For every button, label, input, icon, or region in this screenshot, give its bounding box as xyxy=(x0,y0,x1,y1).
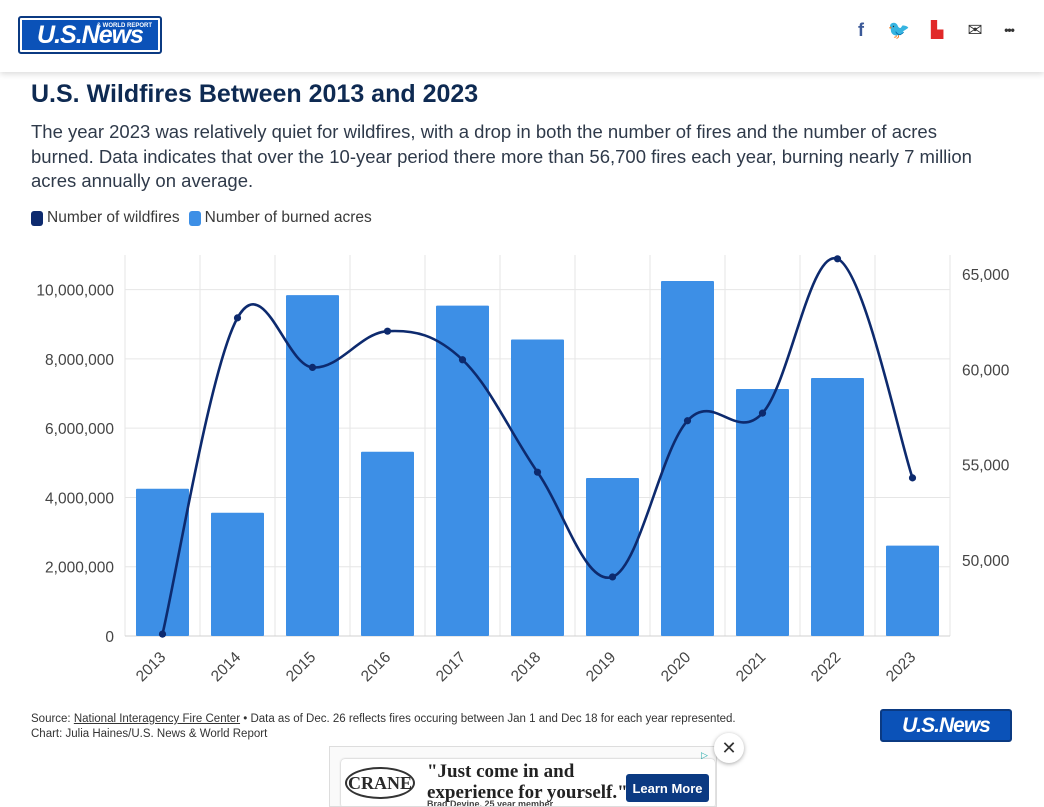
source-note-text: • Data as of Dec. 26 reflects fires occu… xyxy=(240,713,736,725)
ad-headline-line-1: "Just come in and xyxy=(427,761,575,782)
right-axis-tick-label: 50,000 xyxy=(962,553,1010,570)
usnews-logo[interactable]: U.S.News & WORLD REPORT xyxy=(18,16,162,54)
chart-credit: Chart: Julia Haines/U.S. News & World Re… xyxy=(31,728,268,740)
more-icon[interactable]: ••• xyxy=(1004,23,1015,37)
ad-close-button[interactable]: ✕ xyxy=(714,733,744,763)
chart-legend: Number of wildfires Number of burned acr… xyxy=(31,209,381,227)
ad-headline-line-2: experience for yourself." xyxy=(427,782,628,803)
facebook-icon[interactable]: f xyxy=(858,19,864,40)
bar-2017 xyxy=(436,305,489,636)
bar-2015 xyxy=(286,295,339,636)
left-axis-tick-label: 2,000,000 xyxy=(45,560,114,577)
left-axis-tick-label: 4,000,000 xyxy=(45,490,114,507)
bar-2018 xyxy=(511,339,564,636)
wildfire-chart: 0 2,000,000 4,000,000 6,000,000 8,000,000 10,… xyxy=(36,255,1010,686)
top-bar: U.S.News & WORLD REPORT f 🐦 ▙ ✉ ••• xyxy=(0,0,1044,72)
bar-2013 xyxy=(136,488,189,636)
footer-logo-text: U.S.News xyxy=(902,713,991,737)
logo-background: U.S.News & WORLD REPORT xyxy=(22,20,158,50)
x-axis-tick-label: 2019 xyxy=(583,649,619,685)
source-prefix: Source: xyxy=(31,713,74,725)
x-axis-tick-label: 2023 xyxy=(883,649,919,685)
bar-2014 xyxy=(211,512,264,636)
legend-item-acres[interactable]: Number of burned acres xyxy=(188,209,372,227)
ad-logo: CRANE xyxy=(345,767,415,799)
wildfires-point-2016 xyxy=(383,327,392,335)
source-note: Source: National Interagency Fire Center… xyxy=(31,712,736,742)
wildfires-point-2021 xyxy=(758,409,767,417)
wildfires-point-2023 xyxy=(908,474,917,482)
advertisement[interactable]: CRANE "Just come in and experience for y… xyxy=(329,746,717,807)
right-axis-tick-label: 65,000 xyxy=(962,267,1010,284)
x-axis-tick-label: 2014 xyxy=(208,649,245,686)
ad-info-icon[interactable]: ▷ xyxy=(701,750,708,760)
legend-item-wildfires[interactable]: Number of wildfires xyxy=(31,209,180,227)
right-axis-tick-label: 55,000 xyxy=(962,458,1010,475)
legend-swatch-acres xyxy=(188,210,201,226)
x-axis-tick-label: 2021 xyxy=(733,649,769,685)
x-axis-tick-label: 2015 xyxy=(283,649,319,685)
ad-learn-more-button[interactable]: Learn More xyxy=(626,774,709,802)
ad-headline: "Just come in and experience for yoursel… xyxy=(427,761,628,803)
wildfires-point-2017 xyxy=(458,356,467,364)
left-axis-tick-label: 0 xyxy=(105,629,114,646)
bar-2016 xyxy=(361,451,414,636)
wildfires-point-2022 xyxy=(833,255,842,263)
x-axis-tick-label: 2013 xyxy=(133,649,169,685)
ad-subtext: Brad Devine, 25 year member xyxy=(427,799,554,807)
usnews-footer-logo[interactable]: U.S.News xyxy=(880,709,1012,742)
bar-2019 xyxy=(586,478,639,636)
source-link[interactable]: National Interagency Fire Center xyxy=(73,713,241,725)
bar-2022 xyxy=(811,377,864,636)
x-axis-tick-label: 2016 xyxy=(358,649,394,685)
ad-creative[interactable]: CRANE "Just come in and experience for y… xyxy=(341,759,715,807)
x-axis-tick-label: 2022 xyxy=(808,649,844,685)
logo-text: U.S.News xyxy=(37,20,144,49)
x-axis-tick-label: 2020 xyxy=(658,649,695,686)
chart-description: The year 2023 was relatively quiet for w… xyxy=(31,121,972,191)
legend-swatch-wildfires xyxy=(31,210,43,226)
bar-2021 xyxy=(736,389,789,636)
left-axis-tick-label: 10,000,000 xyxy=(36,283,114,300)
wildfires-point-2019 xyxy=(608,573,617,581)
wildfires-point-2020 xyxy=(683,417,692,425)
chart-title: U.S. Wildfires Between 2013 and 2023 xyxy=(31,80,479,108)
right-axis-tick-label: 60,000 xyxy=(962,362,1010,379)
twitter-icon[interactable]: 🐦 xyxy=(887,19,911,40)
wildfires-line xyxy=(161,257,914,635)
wildfires-point-2014 xyxy=(233,314,242,322)
logo-subtext: & WORLD REPORT xyxy=(96,23,152,29)
bar-2020 xyxy=(661,280,714,636)
legend-label-acres: Number of burned acres xyxy=(204,209,372,226)
x-axis-tick-label: 2017 xyxy=(433,649,469,685)
legend-label-wildfires: Number of wildfires xyxy=(47,209,180,226)
email-icon[interactable]: ✉ xyxy=(967,19,983,40)
left-axis-tick-label: 6,000,000 xyxy=(45,421,114,438)
x-axis-tick-label: 2018 xyxy=(508,649,544,685)
flipboard-icon[interactable]: ▙ xyxy=(930,22,944,39)
wildfires-point-2013 xyxy=(158,630,167,638)
wildfires-point-2018 xyxy=(533,468,542,476)
bar-2023 xyxy=(886,545,939,636)
left-axis-tick-label: 8,000,000 xyxy=(45,352,114,369)
wildfires-point-2015 xyxy=(308,363,317,371)
